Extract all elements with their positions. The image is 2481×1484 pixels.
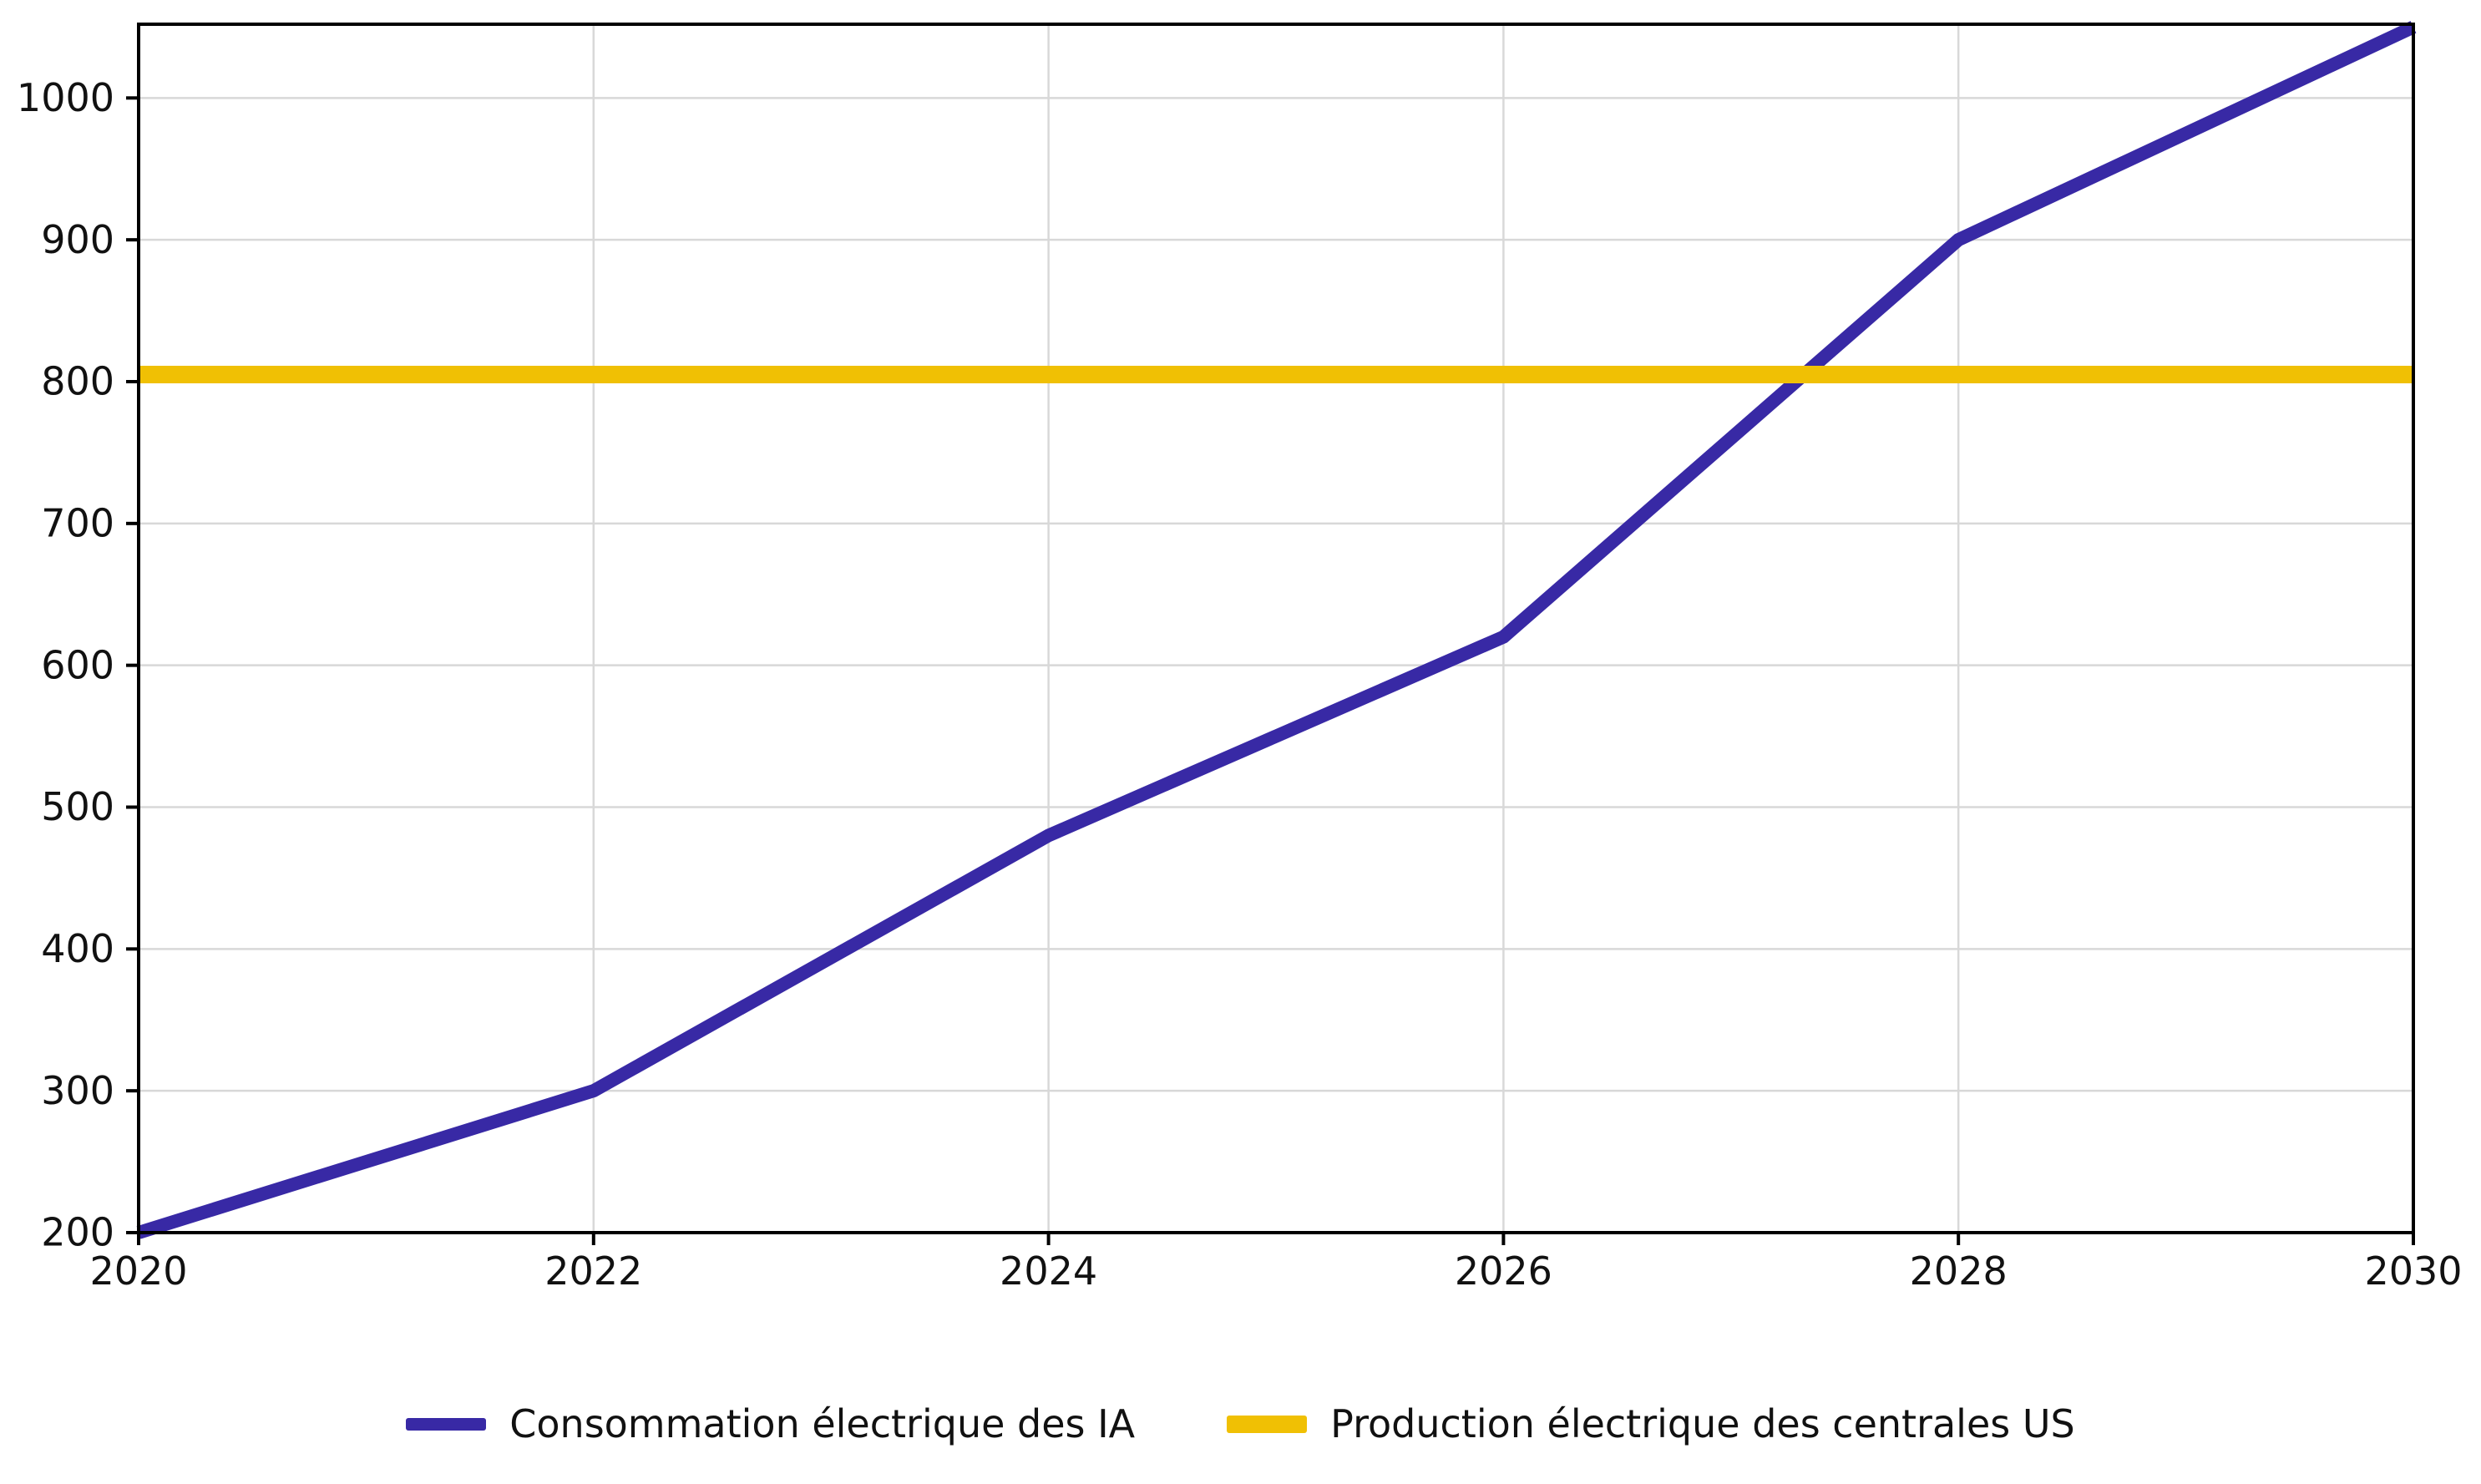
x-tick-label: 2024 [1000,1248,1097,1294]
x-tick-label: 2026 [1455,1248,1552,1294]
x-tick-label: 2030 [2364,1248,2462,1294]
y-tick-label: 600 [41,642,114,687]
legend-label-consommation: Consommation électrique des IA [509,1400,1136,1446]
x-tick-label: 2022 [544,1248,642,1294]
x-tick-label: 2028 [1910,1248,2008,1294]
legend: Consommation électrique des IA Productio… [0,1393,2481,1455]
y-tick-label: 900 [41,217,114,262]
series-line-0 [136,21,2417,1239]
legend-item-consommation: Consommation électrique des IA [406,1403,1135,1446]
x-tick-label: 2020 [89,1248,187,1294]
y-tick-label: 1000 [17,75,114,120]
y-tick-label: 400 [41,926,114,971]
legend-swatch-consommation-icon [406,1417,487,1431]
y-tick-label: 300 [41,1068,114,1113]
legend-swatch-production-icon [1227,1415,1308,1433]
legend-label-production: Production électrique des centrales US [1330,1400,2075,1446]
y-tick-label: 700 [41,500,114,545]
y-tick-label: 500 [41,784,114,829]
plot-frame [137,23,2415,1234]
y-tick-label: 800 [41,359,114,404]
y-tick-label: 200 [41,1210,114,1255]
legend-item-production: Production électrique des centrales US [1227,1403,2075,1446]
